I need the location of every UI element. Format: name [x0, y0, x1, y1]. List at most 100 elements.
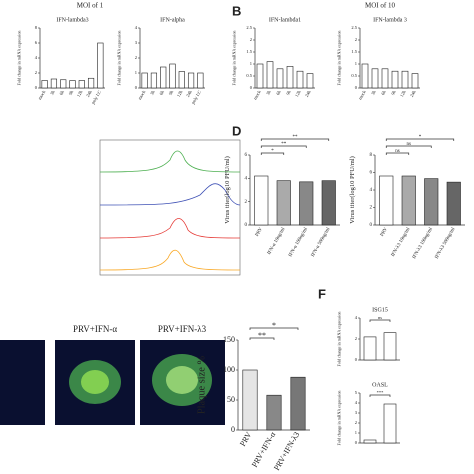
- bar: [306, 73, 314, 89]
- y-axis-label: Fold change in mRNA expression: [337, 391, 342, 446]
- bar: [266, 394, 282, 431]
- y-tick-label: 2.5: [246, 25, 252, 30]
- bar: [401, 175, 416, 226]
- x-tick-label: 12h: [76, 89, 84, 98]
- x-tick-label: 6h: [275, 89, 282, 96]
- y-tick-label: 0: [245, 223, 248, 228]
- y-tick-label: 4: [355, 400, 358, 405]
- y-tick-label: 2: [135, 55, 137, 60]
- y-tick-label: 6: [35, 40, 38, 45]
- significance-label: ns: [407, 142, 412, 147]
- bar: [391, 70, 399, 89]
- x-tick-label: PRV: [255, 227, 264, 238]
- significance-bracket: [260, 138, 330, 141]
- significance-bracket: [385, 145, 432, 148]
- y-tick-label: 2.5: [351, 25, 357, 30]
- x-tick-label: 3h: [49, 89, 56, 96]
- bar: [363, 439, 377, 444]
- y-tick-label: 1.5: [351, 49, 357, 54]
- significance-label: ***: [377, 390, 385, 395]
- x-tick-label: 12h: [176, 89, 184, 98]
- bar: [197, 72, 204, 89]
- bar: [361, 63, 369, 89]
- x-tick-label: 24h: [304, 89, 312, 98]
- bar: [169, 63, 176, 89]
- significance-label: *: [272, 321, 276, 330]
- x-tick-label: poly I:C: [190, 90, 202, 105]
- y-tick-label: 4: [370, 188, 373, 193]
- bar: [87, 77, 95, 89]
- y-tick-label: 0: [231, 425, 235, 434]
- bar: [424, 178, 439, 226]
- y-tick-label: 0: [135, 85, 138, 90]
- y-tick-label: 1: [355, 430, 357, 435]
- bar: [290, 376, 306, 431]
- y-axis-label: Fold change in mRNA expression: [117, 31, 122, 86]
- x-tick-label: 6h: [58, 89, 65, 96]
- x-tick-label: 3h: [149, 89, 156, 96]
- x-tick-label: 24h: [409, 89, 417, 98]
- x-tick-label: IFN-α 100ng/ml: [288, 227, 309, 258]
- y-tick-label: 4: [245, 176, 248, 181]
- bar: [296, 70, 304, 89]
- x-tick-label: 12h: [294, 89, 302, 98]
- bar: [178, 71, 185, 89]
- y-tick-label: 3: [135, 40, 138, 45]
- y-tick-label: 2: [355, 336, 357, 341]
- bar: [242, 369, 258, 431]
- panel-label: F: [318, 286, 326, 301]
- chart-title: IFN-lambda3: [56, 17, 88, 23]
- bar: [446, 181, 461, 226]
- x-tick-label: mock: [37, 89, 47, 101]
- significance-label: **: [281, 142, 287, 147]
- bar: [41, 80, 48, 89]
- x-tick-label: IFN-α 10ng/ml: [267, 227, 287, 256]
- significance-bracket: [369, 394, 391, 397]
- x-tick-label: 6h: [158, 89, 165, 96]
- chart-title: OASL: [372, 382, 388, 388]
- y-tick-label: 0.5: [246, 73, 252, 78]
- axis: [254, 28, 315, 89]
- significance-bracket: [249, 337, 275, 340]
- significance-label: *: [271, 149, 274, 154]
- y-axis-label: Plaque size %: [196, 356, 207, 415]
- x-tick-label: 9h: [390, 89, 397, 96]
- chart-title: IFN-lambda1: [269, 17, 301, 23]
- significance-label: **: [293, 135, 299, 140]
- bar: [97, 42, 104, 89]
- x-tick-label: mock: [137, 89, 147, 101]
- bar: [286, 66, 294, 89]
- y-tick-label: 6: [245, 153, 248, 158]
- y-tick-label: 6: [370, 171, 373, 176]
- header: MOI of 10: [365, 2, 395, 10]
- bar: [187, 72, 195, 89]
- image-label: PRV+IFN-λ3: [158, 324, 207, 334]
- x-tick-label: IFN-α 500ng/ml: [311, 227, 332, 258]
- x-tick-label: 12h: [399, 89, 407, 98]
- y-tick-label: 100: [223, 365, 235, 374]
- x-tick-label: 3h: [370, 89, 377, 96]
- y-tick-label: 2: [355, 420, 357, 425]
- y-tick-label: 0: [370, 223, 373, 228]
- y-tick-label: 2: [370, 206, 373, 211]
- bar: [141, 72, 148, 89]
- bar: [379, 175, 394, 226]
- bar: [266, 61, 274, 89]
- y-axis-label: Virus titer(log10 PFU/ml): [349, 156, 356, 224]
- axis: [359, 28, 420, 89]
- y-tick-label: 1.5: [246, 49, 252, 54]
- y-tick-label: 8: [370, 153, 373, 158]
- y-tick-label: 4: [355, 315, 358, 320]
- y-tick-label: 0: [355, 440, 358, 445]
- bar: [276, 68, 284, 89]
- significance-bracket: [385, 152, 410, 155]
- x-tick-label: 6h: [380, 89, 387, 96]
- significance-bracket: [260, 145, 307, 148]
- bar: [363, 336, 377, 361]
- flow-histograms: [99, 139, 241, 276]
- y-axis-label: Fold change in mRNA expression: [337, 31, 342, 86]
- y-tick-label: 3: [355, 410, 358, 415]
- bar: [160, 66, 167, 89]
- y-tick-label: 1: [135, 70, 137, 75]
- y-tick-label: 0: [250, 85, 253, 90]
